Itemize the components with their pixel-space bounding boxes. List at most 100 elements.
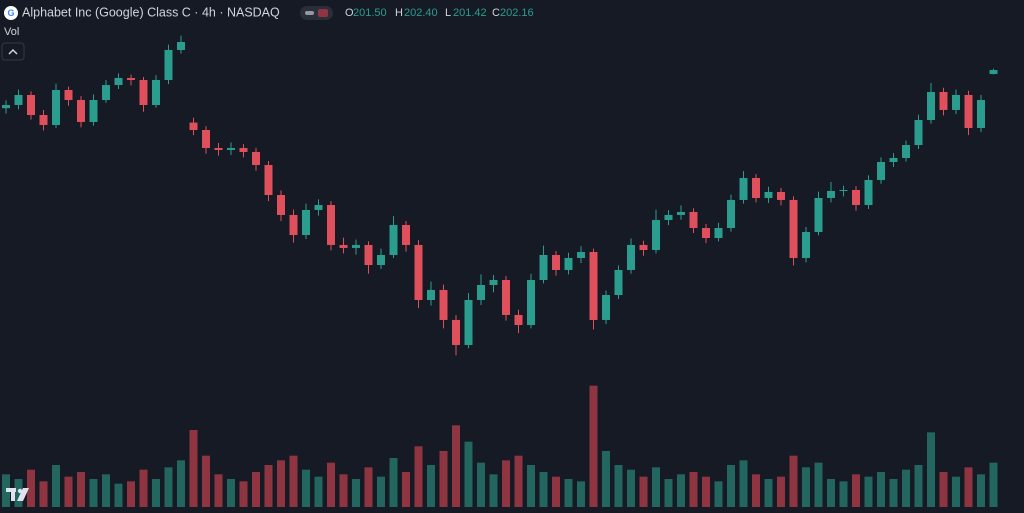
volume-bar: [102, 474, 110, 507]
collapse-button[interactable]: [1, 42, 25, 61]
volume-bar: [89, 479, 98, 507]
toggle-eye: [305, 11, 314, 15]
candle-body: [727, 199, 735, 228]
candle-body: [252, 151, 260, 165]
volume-bar: [389, 458, 398, 507]
candle-body: [364, 244, 373, 266]
volume-bar: [864, 476, 873, 507]
candle-body: [827, 190, 835, 198]
visibility-toggle[interactable]: [300, 6, 333, 20]
candle-body: [952, 94, 960, 110]
candle-body: [914, 119, 923, 146]
candle-body: [102, 85, 110, 101]
candle-body: [389, 224, 398, 255]
volume-bar: [239, 481, 248, 507]
volume-bar: [64, 476, 73, 507]
volume-bar: [839, 481, 848, 507]
candle-body: [864, 179, 873, 206]
candle-body: [589, 251, 598, 320]
candle-body: [889, 157, 898, 162]
candle-body: [627, 244, 635, 270]
volume-bar: [14, 479, 23, 507]
volume-bar: [614, 465, 623, 507]
collapse-chevron: [8, 48, 18, 55]
candle-body: [764, 191, 773, 198]
candle-body: [964, 94, 973, 128]
volume-bar: [152, 479, 160, 507]
volume-bar: [902, 469, 910, 507]
ohlc-value: 202.16: [500, 7, 534, 19]
candle-body: [239, 148, 248, 152]
candle-body: [452, 319, 460, 345]
volume-bar: [464, 441, 473, 507]
candle-body: [39, 115, 48, 125]
candle-body: [352, 244, 360, 248]
volume-bar: [414, 446, 423, 507]
candle-body: [564, 257, 573, 270]
candle-body: [127, 77, 135, 80]
candle-body: [802, 232, 810, 258]
volume-bar: [277, 460, 285, 507]
candle-body: [52, 89, 60, 125]
volume-bar: [889, 479, 898, 507]
ohlc-name: O: [345, 7, 354, 19]
volume-bar: [627, 469, 635, 507]
candle-body: [789, 199, 798, 258]
volume-bar: [339, 474, 348, 507]
volume-label: Vol: [4, 26, 19, 38]
candle-body: [414, 244, 423, 300]
candle-body: [114, 77, 123, 86]
volume-bar: [802, 467, 810, 507]
volume-bar: [527, 465, 535, 507]
candle-body: [314, 205, 323, 210]
volume-bar: [964, 467, 973, 507]
volume-bar: [114, 483, 123, 507]
volume-bar: [714, 481, 723, 507]
candle-body: [427, 289, 435, 300]
volume-bar: [789, 455, 798, 507]
volume-bar: [452, 425, 460, 507]
volume-bar: [439, 451, 448, 507]
chart-title[interactable]: Alphabet Inc (Google) Class C · 4h · NAS…: [22, 5, 280, 19]
volume-bar: [664, 479, 673, 507]
volume-bar: [589, 385, 598, 507]
volume-bar: [677, 474, 685, 507]
volume-bar: [739, 460, 748, 507]
ohlc-value: 201.42: [453, 7, 487, 19]
candle-body: [602, 295, 610, 320]
symbol-logo-letter: G: [7, 8, 14, 18]
candle-body: [189, 122, 198, 131]
volumes: [2, 385, 998, 507]
toggle-marker: [318, 9, 328, 17]
volume-bar: [477, 462, 485, 507]
candle-body: [489, 280, 498, 285]
volume-bar: [639, 476, 648, 507]
candle-body: [2, 104, 10, 109]
volume-bar: [352, 479, 360, 507]
candle-body: [939, 91, 948, 110]
candle-body: [477, 284, 485, 300]
volume-bar: [814, 462, 823, 507]
volume-bar: [52, 465, 60, 507]
candle-body: [989, 70, 998, 74]
candle-body: [739, 178, 748, 200]
ohlc-legend: O 201.50 H 202.40 L 201.42 C 202.16: [345, 7, 534, 19]
volume-bar: [364, 467, 373, 507]
volume-bar: [539, 472, 548, 507]
candle-body: [927, 91, 935, 120]
ohlc-name: L: [445, 7, 451, 19]
candle-body: [377, 254, 385, 266]
volume-bar: [127, 481, 135, 507]
candle-body: [502, 280, 510, 315]
candle-body: [27, 94, 35, 116]
candle-body: [527, 280, 535, 326]
candle-body: [752, 178, 760, 198]
volume-bar: [989, 462, 998, 507]
candle-body: [977, 100, 985, 128]
candle-body: [552, 254, 560, 270]
candle-body: [464, 299, 473, 345]
candle-body: [777, 191, 785, 200]
volume-bar: [252, 472, 260, 507]
